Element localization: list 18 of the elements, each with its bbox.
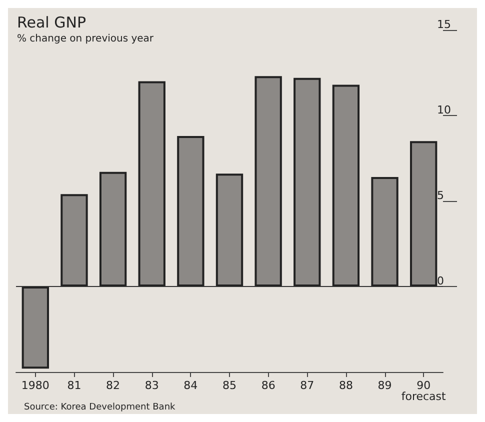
y-tick-label: 5 — [437, 189, 444, 202]
x-tick-label: 87 — [300, 379, 314, 392]
source-note: Source: Korea Development Bank — [24, 402, 176, 412]
x-tick-label: 83 — [144, 379, 159, 392]
x-tick-label: 84 — [184, 379, 198, 392]
x-tick-label: 90 forecast — [401, 379, 447, 403]
x-tick-label: 88 — [338, 379, 353, 392]
x-tick-label: 86 — [261, 379, 276, 392]
x-tick-label: 82 — [106, 379, 120, 392]
chart-title: Real GNP — [17, 14, 86, 32]
chart-subtitle: % change on previous year — [17, 34, 154, 44]
y-tick-label: 10 — [437, 104, 451, 116]
y-tick-label: 15 — [437, 18, 451, 31]
x-tick-label: 81 — [67, 379, 82, 392]
x-tick-label: 85 — [222, 379, 236, 392]
y-tick-label: 0 — [437, 274, 444, 288]
x-tick-label: 89 — [378, 379, 392, 392]
x-tick-label: 1980 — [21, 379, 50, 392]
